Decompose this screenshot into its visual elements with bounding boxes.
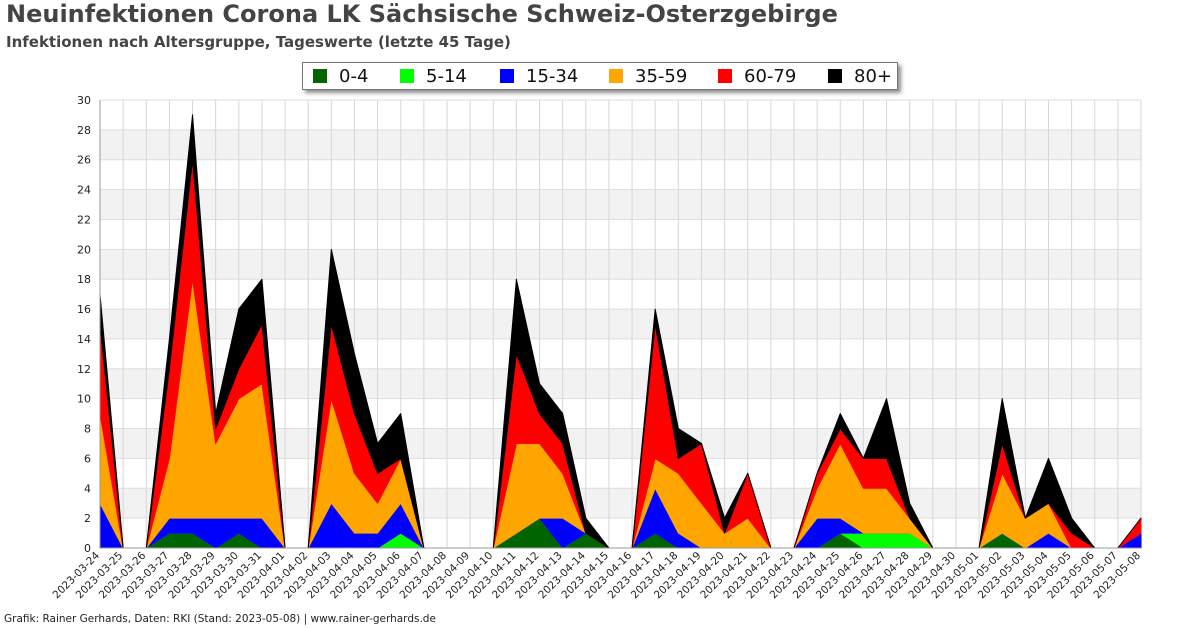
y-tick-label-6: 6 (84, 452, 91, 465)
y-tick-label-4: 4 (84, 482, 91, 495)
y-tick-label-26: 26 (77, 154, 91, 167)
chart-title: Neuinfektionen Corona LK Sächsische Schw… (6, 0, 838, 28)
band-18 (100, 249, 1141, 280)
legend-item-1: 5-14 (400, 65, 467, 87)
band-26 (100, 129, 1141, 160)
band-14 (100, 309, 1141, 339)
legend-swatch-4 (718, 69, 732, 83)
legend-swatch-0 (313, 69, 327, 83)
y-tick-label-22: 22 (77, 213, 91, 226)
axes (99, 100, 1141, 549)
band-22 (100, 189, 1141, 220)
legend-label-2: 15-34 (526, 65, 579, 87)
footer-credits: Grafik: Rainer Gerhards, Daten: RKI (Sta… (4, 613, 436, 625)
y-tick-label-0: 0 (84, 542, 91, 555)
band-10 (100, 368, 1141, 399)
legend-swatch-3 (609, 69, 623, 83)
legend-label-4: 60-79 (744, 65, 797, 87)
y-tick-label-14: 14 (77, 333, 91, 346)
legend-item-2: 15-34 (500, 65, 579, 87)
y-tick-label-8: 8 (84, 423, 91, 436)
legend-item-0: 0-4 (313, 65, 369, 87)
legend-item-5: 80+ (828, 65, 892, 87)
y-tick-label-30: 30 (77, 94, 91, 107)
legend-swatch-5 (828, 69, 842, 83)
y-tick-label-16: 16 (77, 303, 91, 316)
legend-label-1: 5-14 (426, 65, 467, 87)
y-tick-label-2: 2 (84, 512, 91, 525)
y-tick-label-18: 18 (77, 273, 91, 286)
legend-label-5: 80+ (854, 65, 892, 87)
legend-swatch-1 (400, 69, 414, 83)
x-tick-labels: 2023-03-242023-03-252023-03-262023-03-27… (50, 549, 1143, 601)
grid-lines (99, 99, 1142, 549)
y-tick-label-12: 12 (77, 363, 91, 376)
y-tick-label-24: 24 (77, 184, 91, 197)
legend-label-0: 0-4 (339, 65, 369, 87)
y-tick-label-10: 10 (77, 393, 91, 406)
legend-swatch-2 (500, 69, 514, 83)
chart-subtitle: Infektionen nach Altersgruppe, Tageswert… (6, 33, 511, 51)
legend-label-3: 35-59 (635, 65, 688, 87)
legend-item-4: 60-79 (718, 65, 797, 87)
legend: 0-4 5-14 15-34 35-59 60-79 80+ (302, 62, 898, 90)
legend-item-3: 35-59 (609, 65, 688, 87)
y-tick-label-20: 20 (77, 243, 91, 256)
y-tick-label-28: 28 (77, 124, 91, 137)
